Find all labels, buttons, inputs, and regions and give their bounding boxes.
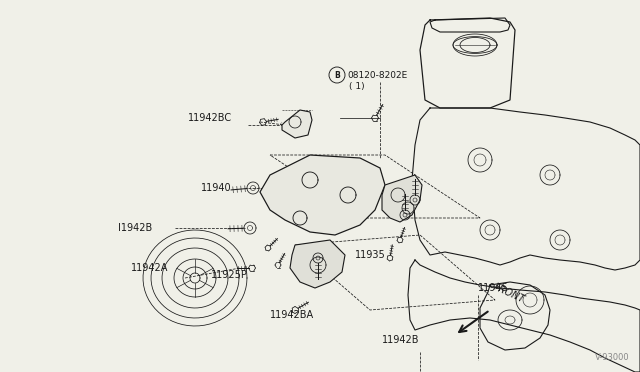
Text: 11935: 11935: [355, 250, 386, 260]
Polygon shape: [282, 110, 312, 138]
Text: V-93000: V-93000: [595, 353, 630, 362]
Text: 11945: 11945: [478, 283, 509, 293]
Text: 11940: 11940: [202, 183, 232, 193]
Text: 11925P: 11925P: [211, 270, 248, 280]
Text: 08120-8202E: 08120-8202E: [347, 71, 407, 80]
Polygon shape: [382, 175, 422, 222]
Text: 11942BA: 11942BA: [270, 310, 314, 320]
Text: 11942B: 11942B: [382, 335, 419, 345]
Text: ( 1): ( 1): [349, 81, 365, 90]
Text: 11942BC: 11942BC: [188, 113, 232, 123]
Polygon shape: [290, 240, 345, 288]
Text: 11942A: 11942A: [131, 263, 168, 273]
Text: FRONT: FRONT: [492, 282, 526, 305]
Text: I1942B: I1942B: [118, 223, 152, 233]
Text: B: B: [334, 71, 340, 80]
Polygon shape: [260, 155, 385, 235]
